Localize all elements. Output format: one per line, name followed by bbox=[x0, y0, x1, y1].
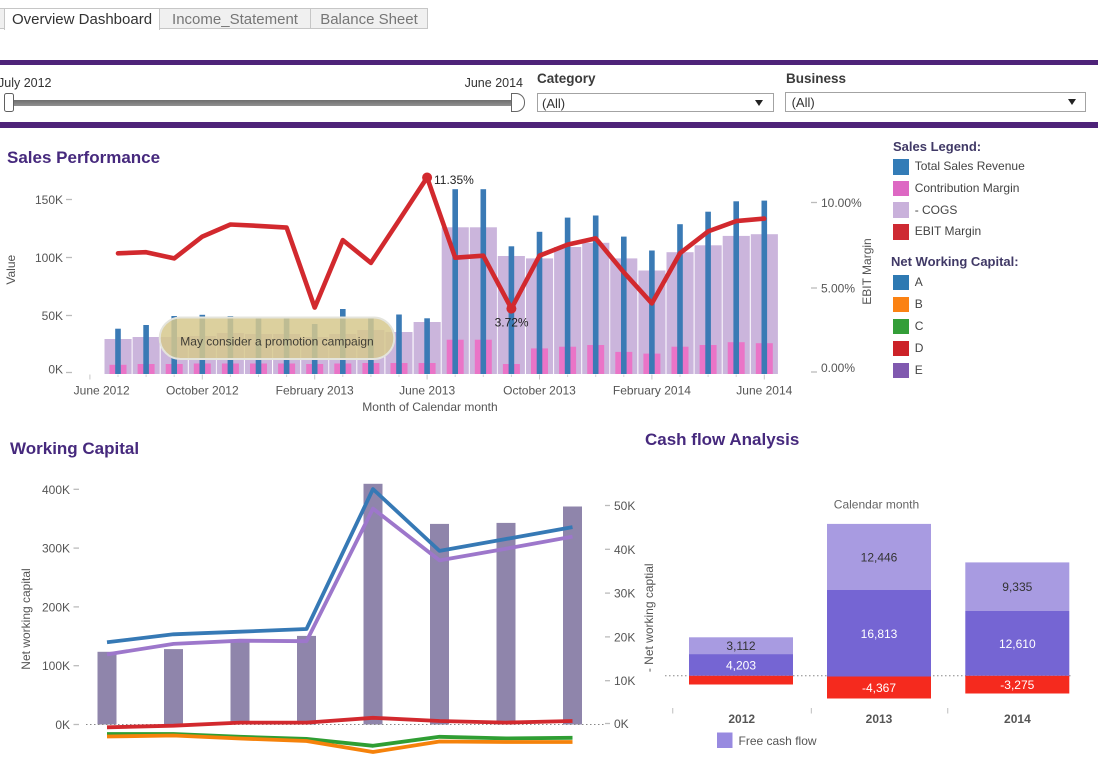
svg-text:150K: 150K bbox=[35, 193, 63, 207]
svg-text:- Net working captial: - Net working captial bbox=[642, 563, 656, 672]
svg-text:-3,275: -3,275 bbox=[1000, 678, 1034, 692]
svg-text:50K: 50K bbox=[614, 499, 635, 513]
svg-text:June 2013: June 2013 bbox=[399, 384, 455, 398]
svg-text:4,203: 4,203 bbox=[726, 659, 756, 673]
svg-text:12,610: 12,610 bbox=[999, 637, 1036, 651]
svg-text:Month of Calendar month: Month of Calendar month bbox=[362, 400, 497, 414]
svg-text:0K: 0K bbox=[55, 718, 70, 732]
svg-text:300K: 300K bbox=[42, 542, 70, 556]
svg-text:20K: 20K bbox=[614, 630, 635, 644]
svg-text:February 2013: February 2013 bbox=[276, 384, 354, 398]
svg-text:0K: 0K bbox=[614, 717, 629, 731]
svg-text:2013: 2013 bbox=[866, 712, 893, 726]
svg-text:16,813: 16,813 bbox=[861, 627, 898, 641]
svg-text:400K: 400K bbox=[42, 483, 70, 497]
svg-text:11.35%: 11.35% bbox=[434, 173, 474, 187]
svg-text:October 2012: October 2012 bbox=[166, 384, 239, 398]
svg-text:June 2014: June 2014 bbox=[736, 384, 792, 398]
svg-text:50K: 50K bbox=[42, 309, 63, 323]
svg-text:Value: Value bbox=[4, 254, 18, 284]
svg-text:3,112: 3,112 bbox=[726, 639, 755, 653]
svg-text:0K: 0K bbox=[48, 363, 63, 377]
svg-text:Net working capital: Net working capital bbox=[19, 568, 33, 669]
svg-text:3.72%: 3.72% bbox=[495, 316, 529, 330]
svg-text:10K: 10K bbox=[614, 674, 635, 688]
svg-text:Free cash flow: Free cash flow bbox=[739, 734, 817, 748]
svg-text:100K: 100K bbox=[42, 659, 70, 673]
svg-text:9,335: 9,335 bbox=[1002, 580, 1032, 594]
svg-text:100K: 100K bbox=[35, 251, 63, 265]
svg-text:40K: 40K bbox=[614, 543, 635, 557]
svg-text:2012: 2012 bbox=[728, 712, 755, 726]
svg-text:-4,367: -4,367 bbox=[862, 681, 896, 695]
svg-text:June 2012: June 2012 bbox=[74, 384, 130, 398]
svg-text:5.00%: 5.00% bbox=[821, 282, 855, 296]
svg-text:Calendar month: Calendar month bbox=[834, 498, 919, 512]
svg-text:10.00%: 10.00% bbox=[821, 196, 862, 210]
svg-text:0.00%: 0.00% bbox=[821, 361, 855, 375]
svg-text:12,446: 12,446 bbox=[861, 551, 898, 565]
svg-text:30K: 30K bbox=[614, 587, 635, 601]
svg-text:May consider a promotion campa: May consider a promotion campaign bbox=[180, 335, 373, 349]
svg-text:October 2013: October 2013 bbox=[503, 384, 576, 398]
svg-text:2014: 2014 bbox=[1004, 712, 1031, 726]
svg-text:200K: 200K bbox=[42, 600, 70, 614]
svg-text:EBIT Margin: EBIT Margin bbox=[860, 238, 874, 304]
svg-text:February 2014: February 2014 bbox=[613, 384, 691, 398]
